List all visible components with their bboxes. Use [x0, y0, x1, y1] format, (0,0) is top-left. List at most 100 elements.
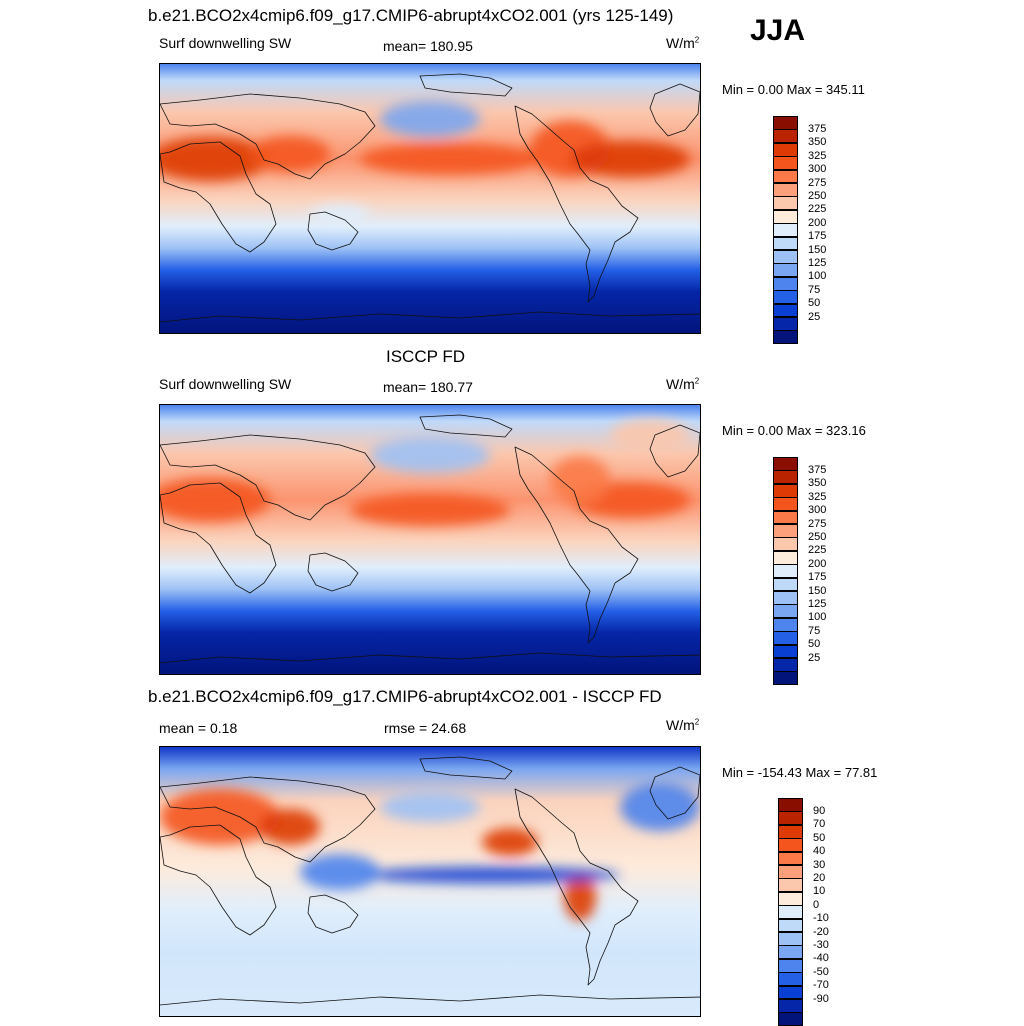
colorbar-swatch [773, 577, 798, 592]
colorbar-tick-label: 350 [808, 477, 827, 490]
colorbar-swatch [773, 550, 798, 565]
colorbar-tick-label: -30 [813, 938, 829, 951]
colorbar-tick-label: 300 [808, 163, 827, 176]
panel-title: ISCCP FD [386, 347, 466, 366]
colorbar-tick-label: 250 [808, 530, 827, 543]
colorbar-swatch [773, 330, 798, 345]
colorbar-swatch [773, 671, 798, 686]
colorbar-swatch [773, 196, 798, 211]
colorbar: 375 350 325 300 275 250 225 200 175 150 125 100 75 50… [773, 116, 843, 345]
colorbar-tick-label: 375 [808, 463, 827, 476]
panel-title: b.e21.BCO2x4cmip6.f09_g17.CMIP6-abrupt4x… [148, 6, 674, 25]
colorbar-swatch [773, 564, 798, 579]
colorbar-tick-label: 25 [808, 651, 821, 664]
colorbar-tick-label: 125 [808, 597, 827, 610]
mean-label: mean = 0.18 [159, 720, 238, 736]
colorbar-swatch [778, 811, 803, 826]
colorbar-tick-label: 150 [808, 584, 827, 597]
colorbar-swatch [778, 932, 803, 946]
colorbar-swatch [773, 644, 798, 659]
colorbar-tick-label: 30 [813, 858, 826, 871]
colorbar-swatch [773, 276, 798, 291]
colorbar-swatch [778, 851, 803, 866]
colorbar-swatch [778, 878, 803, 893]
colorbar-tick-label: 125 [808, 256, 827, 269]
colorbar-swatch [773, 617, 798, 632]
panel-title: b.e21.BCO2x4cmip6.f09_g17.CMIP6-abrupt4x… [148, 687, 662, 706]
colorbar-swatch [773, 631, 798, 646]
mean-label: mean= 180.95 [383, 38, 473, 54]
colorbar-swatch [778, 798, 803, 812]
map-difference [159, 746, 701, 1017]
colorbar-swatch [773, 169, 798, 184]
colorbar-swatch [773, 303, 798, 318]
variable-label: Surf downwelling SW [159, 376, 292, 392]
colorbar-tick-label: 75 [808, 283, 821, 296]
colorbar-swatch [778, 824, 803, 839]
colorbar-tick-label: 325 [808, 149, 827, 162]
colorbar-swatch [778, 985, 803, 1000]
colorbar-swatch [773, 537, 798, 552]
colorbar-tick-label: 200 [808, 557, 827, 570]
colorbar-tick-label: 275 [808, 517, 827, 530]
colorbar-tick-label: 70 [813, 818, 826, 831]
colorbar-swatch [773, 457, 798, 471]
colorbar-tick-label: 275 [808, 176, 827, 189]
colorbar-tick-label: -90 [813, 992, 829, 1005]
variable-label: Surf downwelling SW [159, 35, 292, 51]
colorbar-swatch [778, 999, 803, 1013]
colorbar-tick-label: -50 [813, 965, 829, 978]
colorbar-swatch [773, 142, 798, 157]
colorbar-swatch [778, 972, 803, 987]
colorbar-swatch [773, 604, 798, 619]
colorbar-tick-label: 10 [813, 885, 826, 898]
colorbar-swatch [773, 236, 798, 251]
colorbar-swatch [773, 483, 798, 498]
colorbar-tick-label: 20 [813, 871, 826, 884]
colorbar-swatch [773, 116, 798, 130]
colorbar-tick-label: -20 [813, 925, 829, 938]
colorbar-swatch [778, 891, 803, 906]
colorbar-tick-label: 150 [808, 243, 827, 256]
min-max-label: Min = 0.00 Max = 345.11 [722, 82, 865, 97]
map-model [159, 63, 701, 334]
colorbar-tick-label: 300 [808, 504, 827, 517]
colorbar-tick-label: 50 [813, 831, 826, 844]
colorbar-tick-label: -10 [813, 912, 829, 925]
colorbar-swatch [773, 223, 798, 238]
colorbar-swatch [778, 945, 803, 960]
colorbar-swatch [773, 290, 798, 305]
units-label: W/m2 [666, 717, 700, 733]
colorbar-tick-label: 175 [808, 230, 827, 243]
colorbar-tick-label: 25 [808, 310, 821, 323]
colorbar-swatch [778, 918, 803, 933]
colorbar: 375 350 325 300 275 250 225 200 175 150 125 100 75 50… [773, 457, 843, 686]
season-label: JJA [750, 14, 806, 47]
units-label: W/m2 [666, 376, 700, 392]
colorbar-swatch [773, 591, 798, 605]
colorbar-swatch [773, 209, 798, 224]
min-max-label: Min = 0.00 Max = 323.16 [722, 423, 866, 438]
colorbar-tick-label: 100 [808, 270, 827, 283]
colorbar-swatch [773, 183, 798, 197]
colorbar-swatch [773, 524, 798, 538]
colorbar-swatch [778, 838, 803, 853]
min-max-label: Min = -154.43 Max = 77.81 [722, 765, 878, 780]
colorbar-swatch [773, 470, 798, 485]
colorbar-tick-label: 40 [813, 845, 826, 858]
colorbar-tick-label: 75 [808, 624, 821, 637]
colorbar-tick-label: 325 [808, 490, 827, 503]
colorbar-tick-label: 350 [808, 136, 827, 149]
colorbar-swatch [773, 250, 798, 264]
colorbar-tick-label: 200 [808, 216, 827, 229]
colorbar-tick-label: 375 [808, 122, 827, 135]
colorbar-swatch [773, 129, 798, 144]
colorbar-tick-label: 100 [808, 611, 827, 624]
colorbar-swatch [778, 905, 803, 920]
units-label: W/m2 [666, 35, 700, 51]
colorbar-tick-label: 250 [808, 189, 827, 202]
colorbar-tick-label: 90 [813, 804, 826, 817]
colorbar: 90 70 50 40 30 20 10 0 -10 -20 -30 -40 -50 -70 -90 [778, 798, 848, 1026]
colorbar-swatch [778, 958, 803, 973]
colorbar-swatch [773, 263, 798, 278]
